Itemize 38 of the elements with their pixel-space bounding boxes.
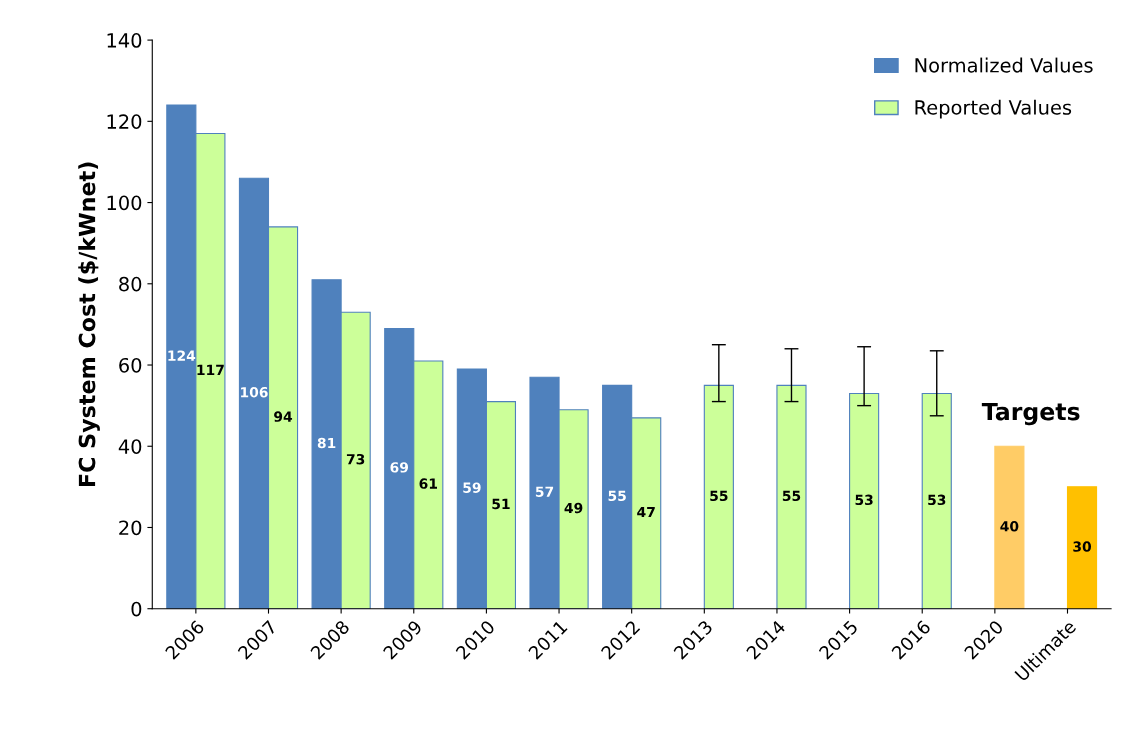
y-tick-label: 60 (119, 357, 142, 373)
data-label: 106 (241, 386, 268, 398)
y-tick-label: 140 (107, 33, 142, 48)
y-tick-label: 40 (118, 439, 142, 454)
data-label: 55 (782, 490, 801, 502)
bar (921, 392, 952, 609)
data-label: 94 (274, 411, 293, 422)
bar (849, 392, 880, 609)
y-tick-label: 100 (107, 195, 142, 211)
data-label: 49 (564, 502, 583, 514)
y-tick-label: 80 (119, 276, 142, 292)
bar (776, 384, 807, 609)
y-tick-label: 0 (131, 601, 142, 617)
data-label: 57 (535, 486, 554, 497)
data-label: 53 (928, 494, 946, 506)
y-tick-label: 20 (119, 520, 142, 536)
data-label: 51 (492, 498, 510, 510)
data-label: 53 (855, 494, 873, 506)
legend-label: Normalized Values (915, 57, 1093, 73)
bar (994, 445, 1025, 609)
data-label: 55 (710, 490, 728, 502)
data-label: 61 (419, 478, 438, 489)
data-label: 69 (390, 462, 409, 473)
y-tick-label: 120 (107, 114, 142, 129)
annotation: Targets (981, 402, 1080, 426)
data-label: 47 (637, 506, 655, 518)
legend-label: Reported Values (915, 99, 1072, 119)
data-label: 55 (608, 490, 626, 502)
y-axis-title: FC System Cost ($/kWnet) (78, 162, 100, 487)
data-label: 73 (346, 453, 365, 465)
data-label: 124 (168, 350, 196, 361)
data-label: 30 (1073, 541, 1092, 552)
data-label: 81 (317, 437, 336, 449)
data-label: 117 (197, 364, 224, 375)
data-label: 40 (1000, 521, 1019, 532)
bar (703, 384, 734, 609)
data-label: 59 (463, 482, 481, 493)
bar (1066, 486, 1098, 609)
